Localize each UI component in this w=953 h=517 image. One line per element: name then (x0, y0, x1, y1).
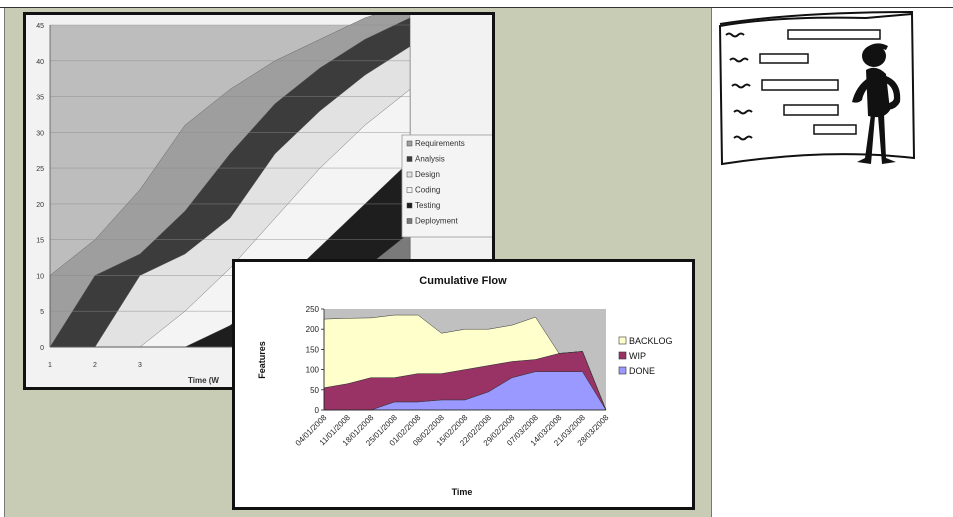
legend-swatch-design (406, 171, 413, 178)
y-tick-label: 100 (306, 366, 320, 375)
presenter-clipart-icon (718, 11, 916, 166)
legend-swatch-deployment (406, 218, 413, 224)
legend-swatch-requirements (406, 140, 413, 147)
legend-label-deployment: Deployment (415, 217, 458, 226)
x-tick-label: 2 (93, 362, 97, 369)
legend-swatch-done (618, 366, 627, 375)
legend-label-coding: Coding (415, 186, 440, 195)
y-tick-label: 150 (306, 345, 320, 354)
y-tick-label: 15 (36, 238, 44, 245)
y-tick-label: 30 (36, 130, 44, 137)
y-tick-label: 10 (36, 273, 44, 280)
y-axis-label: Features (257, 341, 267, 379)
y-tick-label: 250 (306, 305, 320, 314)
area-backlog (323, 314, 607, 411)
x-axis-label: Time (W (188, 376, 219, 385)
y-tick-label: 0 (40, 345, 44, 352)
y-tick-label: 35 (36, 95, 44, 102)
chart-title: Cumulative Flow (419, 275, 507, 287)
y-tick-label: 5 (40, 309, 44, 316)
legend-label-analysis: Analysis (415, 155, 445, 164)
y-tick-label: 45 (36, 23, 44, 30)
legend-box (401, 134, 492, 238)
legend-swatch-analysis (406, 156, 413, 162)
legend-label-testing: Testing (415, 201, 440, 210)
legend-swatch-coding (406, 187, 413, 193)
x-axis-label: Time (452, 487, 473, 497)
y-tick-label: 25 (36, 166, 44, 173)
y-tick-label: 20 (36, 202, 44, 209)
y-tick-label: 50 (310, 386, 319, 395)
y-tick-label: 40 (36, 59, 44, 66)
legend-label-design: Design (415, 170, 440, 179)
y-tick-label: 0 (315, 406, 320, 415)
legend-swatch-backlog (618, 336, 627, 345)
cumulative-flow-chart: Cumulative Flow05010015020025004/01/2008… (257, 275, 673, 497)
y-tick-label: 200 (306, 325, 320, 334)
legend-swatch-testing (406, 202, 413, 209)
legend-label-done: DONE (629, 366, 655, 376)
legend-label-backlog: BACKLOG (629, 336, 673, 346)
x-tick-label: 1 (48, 362, 52, 369)
legend-label-requirements: Requirements (415, 139, 465, 148)
legend-label-wip: WIP (629, 351, 646, 361)
top-rule (0, 7, 953, 8)
legend-swatch-wip (618, 351, 627, 360)
chart-cumulative-flow: Cumulative Flow 0 50 100 150 200 250 04/01/2008… (232, 259, 695, 510)
x-tick-label: 3 (138, 362, 142, 369)
